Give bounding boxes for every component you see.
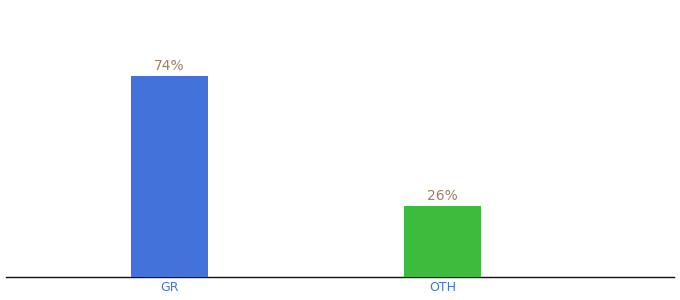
- Text: 74%: 74%: [154, 59, 185, 73]
- Bar: [131, 76, 207, 277]
- Bar: [404, 206, 481, 277]
- Text: 26%: 26%: [427, 189, 458, 203]
